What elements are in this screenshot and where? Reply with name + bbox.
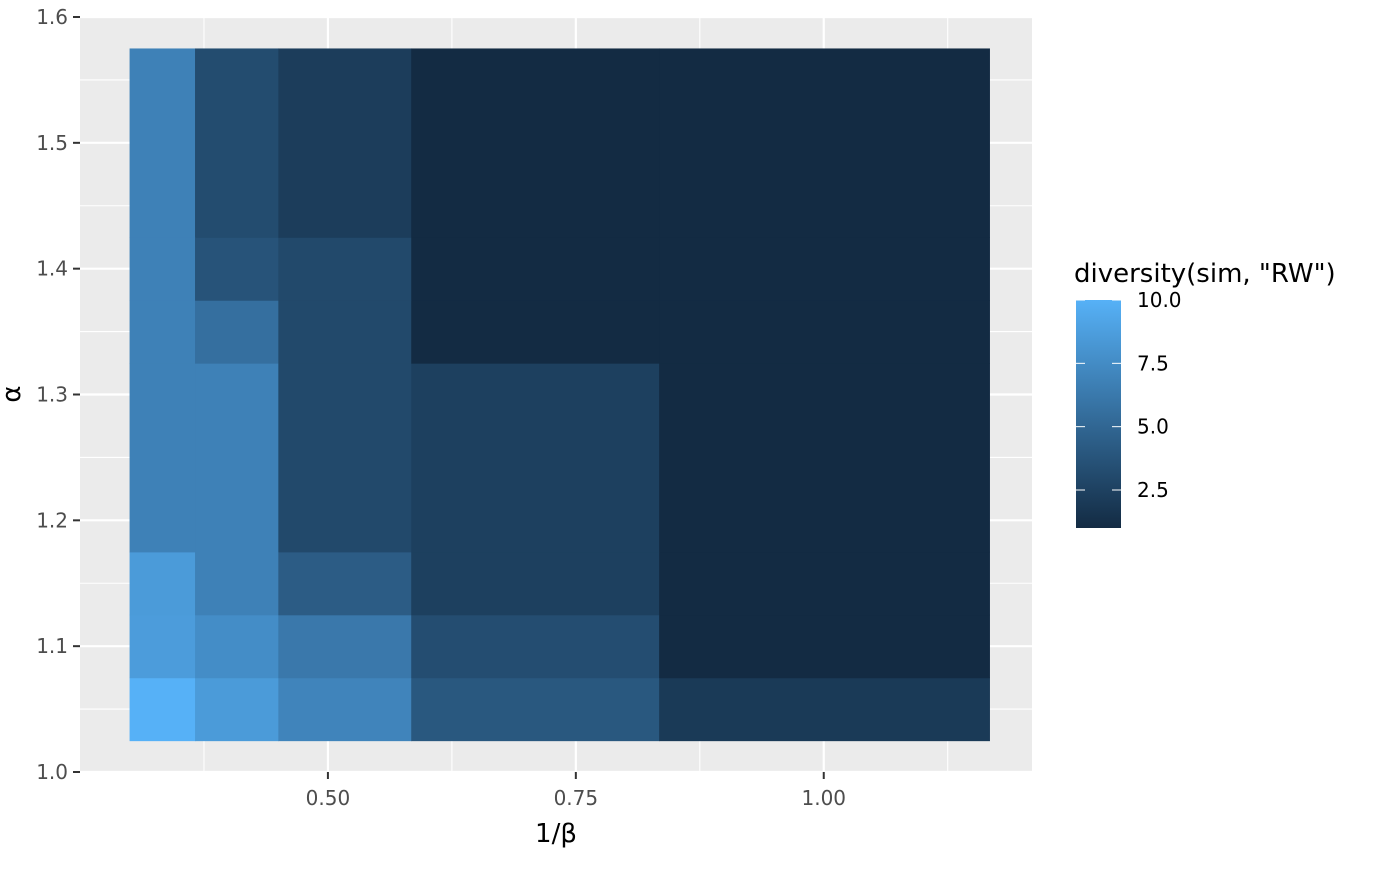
- heatmap-tile: [278, 300, 412, 364]
- heatmap-tile: [129, 363, 196, 553]
- heatmap-tile: [195, 677, 279, 742]
- y-tick-label: 1.5: [36, 131, 68, 155]
- heatmap-tile: [278, 551, 412, 616]
- y-axis-title: α: [0, 385, 27, 402]
- heatmap-tile: [195, 363, 279, 553]
- heatmap-tile: [659, 48, 990, 238]
- heatmap-tile: [411, 237, 660, 301]
- heatmap-tile: [278, 48, 412, 238]
- heatmap-tile: [659, 677, 990, 742]
- heatmap-tile: [659, 614, 990, 679]
- legend-break-label: 7.5: [1137, 351, 1169, 375]
- heatmap-tile: [129, 551, 196, 616]
- heatmap-tile: [411, 300, 660, 364]
- heatmap-tile: [278, 237, 412, 301]
- y-tick-label: 1.3: [36, 383, 68, 407]
- legend-break-label: 2.5: [1137, 478, 1169, 502]
- y-tick-label: 1.2: [36, 508, 68, 532]
- heatmap-tile: [195, 614, 279, 679]
- x-tick-label: 0.50: [306, 786, 351, 810]
- legend-title: diversity(sim, "RW"): [1074, 259, 1336, 289]
- legend-colorbar: [1076, 300, 1121, 528]
- y-tick-label: 1.1: [36, 634, 68, 658]
- heatmap-tile: [195, 48, 279, 238]
- legend: diversity(sim, "RW") 10.0 7.5 5.0 2.5: [1074, 259, 1336, 528]
- y-tick-label: 1.4: [36, 257, 68, 281]
- heatmap-tile: [129, 677, 196, 742]
- heatmap-tiles: [129, 48, 990, 742]
- heatmap-tile: [411, 551, 660, 616]
- legend-ticks: 10.0 7.5 5.0 2.5: [1076, 288, 1182, 502]
- heatmap-tile: [659, 551, 990, 616]
- heatmap-tile: [659, 237, 990, 301]
- x-axis: 0.50 0.75 1.00: [306, 772, 846, 810]
- heatmap-tile: [195, 300, 279, 364]
- heatmap-tile: [195, 551, 279, 616]
- heatmap-tile: [411, 48, 660, 238]
- heatmap-tile: [659, 300, 990, 364]
- heatmap-tile: [411, 614, 660, 679]
- legend-break-label: 5.0: [1137, 415, 1169, 439]
- heatmap-tile: [129, 300, 196, 364]
- y-tick-label: 1.0: [36, 760, 68, 784]
- heatmap-tile: [278, 677, 412, 742]
- y-axis: 1.0 1.1 1.2 1.3 1.4 1.5 1.6: [36, 5, 80, 784]
- x-tick-label: 1.00: [801, 786, 846, 810]
- heatmap-tile: [129, 614, 196, 679]
- x-tick-label: 0.75: [554, 786, 599, 810]
- heatmap-tile: [129, 48, 196, 238]
- heatmap-tile: [411, 363, 660, 553]
- heatmap-tile: [195, 237, 279, 301]
- heatmap-tile: [278, 363, 412, 553]
- x-axis-title: 1/β: [535, 819, 577, 849]
- legend-break-label: 10.0: [1137, 288, 1182, 312]
- y-tick-label: 1.6: [36, 5, 68, 29]
- heatmap-tile: [278, 614, 412, 679]
- heatmap-tile: [129, 237, 196, 301]
- heatmap-tile: [411, 677, 660, 742]
- heatmap-tile: [659, 363, 990, 553]
